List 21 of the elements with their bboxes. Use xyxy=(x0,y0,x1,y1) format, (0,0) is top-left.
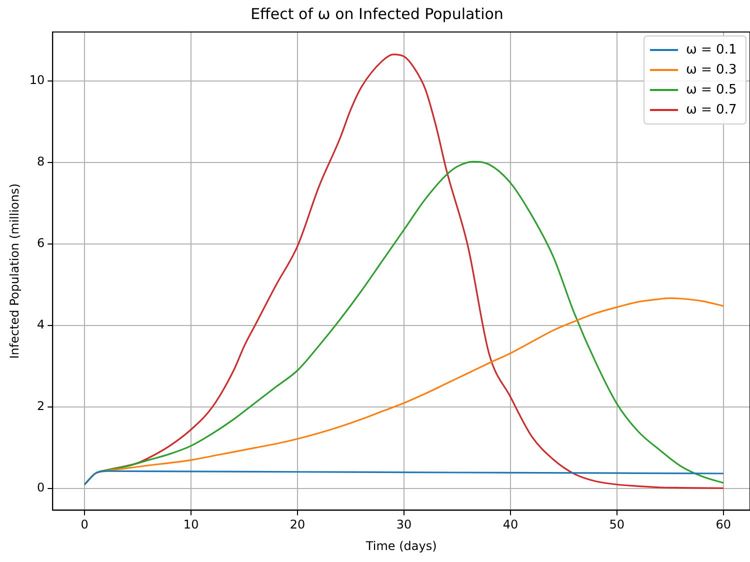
x-tick-label: 20 xyxy=(290,518,306,532)
chart-title: Effect of ω on Infected Population xyxy=(250,4,504,23)
x-tick-label: 40 xyxy=(502,518,518,532)
y-tick-label: 8 xyxy=(37,154,45,169)
x-tick-label: 30 xyxy=(396,518,412,532)
y-tick-label: 0 xyxy=(37,480,45,495)
x-tick-label: 0 xyxy=(80,518,88,532)
y-axis-title: Infected Population (millions) xyxy=(7,183,22,359)
x-tick-label: 50 xyxy=(609,518,625,532)
y-tick-label: 6 xyxy=(37,236,45,250)
x-axis-title: Time (days) xyxy=(364,538,437,553)
legend-label: ω = 0.7 xyxy=(686,102,737,118)
x-tick-label: 60 xyxy=(716,518,732,532)
line-series xyxy=(84,470,724,486)
legend-label: ω = 0.5 xyxy=(686,82,737,98)
x-tick-label: 10 xyxy=(183,518,199,532)
legend-label: ω = 0.1 xyxy=(686,42,737,58)
y-tick-label: 4 xyxy=(37,318,45,332)
y-tick-label: 2 xyxy=(37,399,45,414)
y-tick-label: 10 xyxy=(29,73,45,88)
legend-label: ω = 0.3 xyxy=(686,62,737,78)
